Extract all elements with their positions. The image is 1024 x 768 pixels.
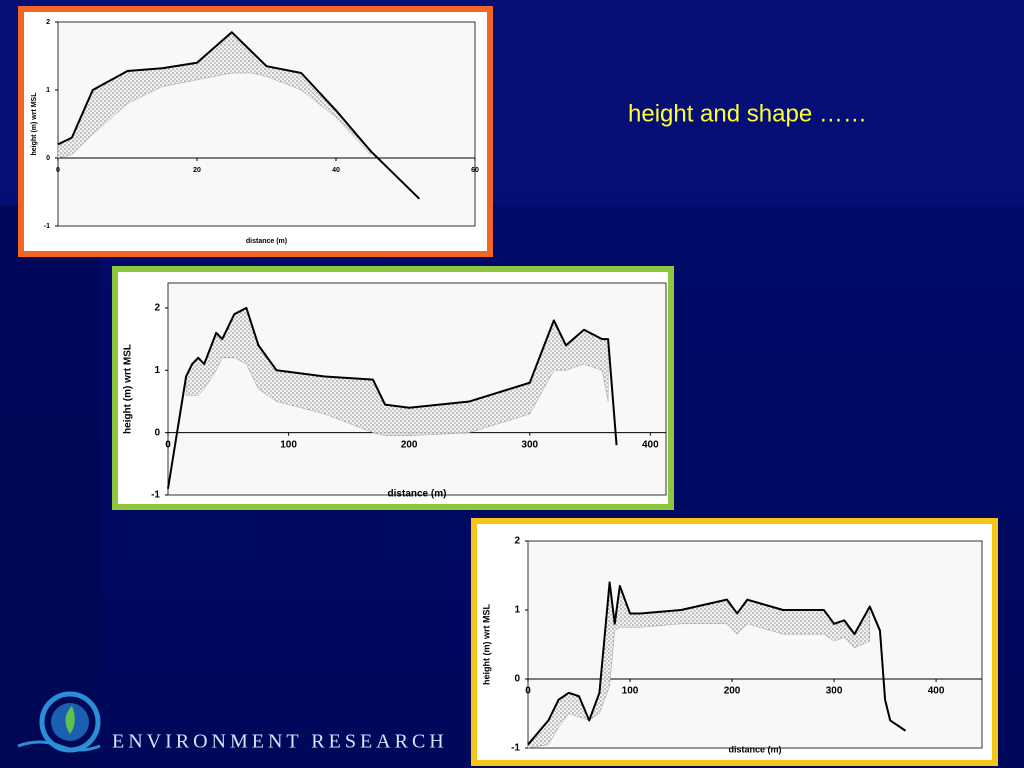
x-tick-label: 300 bbox=[521, 439, 538, 450]
profile-line bbox=[167, 306, 618, 489]
y-axis-label: height (m) wrt MSL bbox=[123, 344, 134, 434]
x-tick-label: 100 bbox=[622, 686, 639, 697]
plot-area bbox=[167, 282, 667, 496]
y-tick-label: -1 bbox=[44, 223, 50, 230]
logo bbox=[17, 691, 101, 753]
x-tick-label: 0 bbox=[525, 686, 531, 697]
x-tick-label: 200 bbox=[724, 686, 741, 697]
x-tick-label: 0 bbox=[165, 439, 171, 450]
y-tick-label: 0 bbox=[46, 155, 50, 162]
y-tick-label: -1 bbox=[511, 743, 520, 754]
x-tick-label: 400 bbox=[642, 439, 659, 450]
y-tick-label: 1 bbox=[514, 605, 520, 616]
footer: ENVIRONMENT RESEARCH bbox=[112, 731, 448, 753]
x-tick-label: 20 bbox=[193, 167, 201, 174]
y-tick-label: -1 bbox=[151, 490, 160, 501]
profile-line bbox=[527, 581, 907, 746]
x-tick-label: 0 bbox=[56, 167, 60, 174]
y-tick-label: 2 bbox=[154, 303, 160, 314]
profile-line bbox=[57, 31, 421, 200]
y-tick-label: 2 bbox=[514, 536, 520, 547]
x-tick-label: 40 bbox=[332, 167, 340, 174]
x-axis-label: distance (m) bbox=[388, 489, 447, 500]
y-tick-label: 0 bbox=[154, 427, 160, 438]
y-tick-label: 1 bbox=[154, 365, 160, 376]
chart: -1 0 1 2 0 100 200 300 400 distance (m) height (m)… bbox=[471, 518, 998, 766]
x-axis-label: distance (m) bbox=[246, 238, 287, 245]
y-axis-label: height (m) wrt MSL bbox=[481, 604, 491, 685]
y-tick-label: 2 bbox=[46, 19, 50, 26]
plot-area bbox=[57, 21, 476, 227]
x-tick-label: 400 bbox=[928, 686, 945, 697]
plot-area bbox=[527, 540, 983, 749]
left-band bbox=[0, 205, 100, 768]
x-tick-label: 200 bbox=[401, 439, 418, 450]
x-tick-label: 60 bbox=[471, 167, 479, 174]
y-axis-label: height (m) wrt MSL bbox=[31, 92, 38, 156]
x-axis-label: distance (m) bbox=[728, 744, 781, 754]
y-tick-label: 1 bbox=[46, 87, 50, 94]
slide-title: height and shape …… bbox=[628, 100, 867, 127]
y-tick-label: 0 bbox=[514, 674, 520, 685]
x-tick-label: 100 bbox=[280, 439, 297, 450]
chart: -1 0 1 2 0 100 200 300 400 distance (m) height (m)… bbox=[112, 266, 674, 510]
x-tick-label: 300 bbox=[826, 686, 843, 697]
